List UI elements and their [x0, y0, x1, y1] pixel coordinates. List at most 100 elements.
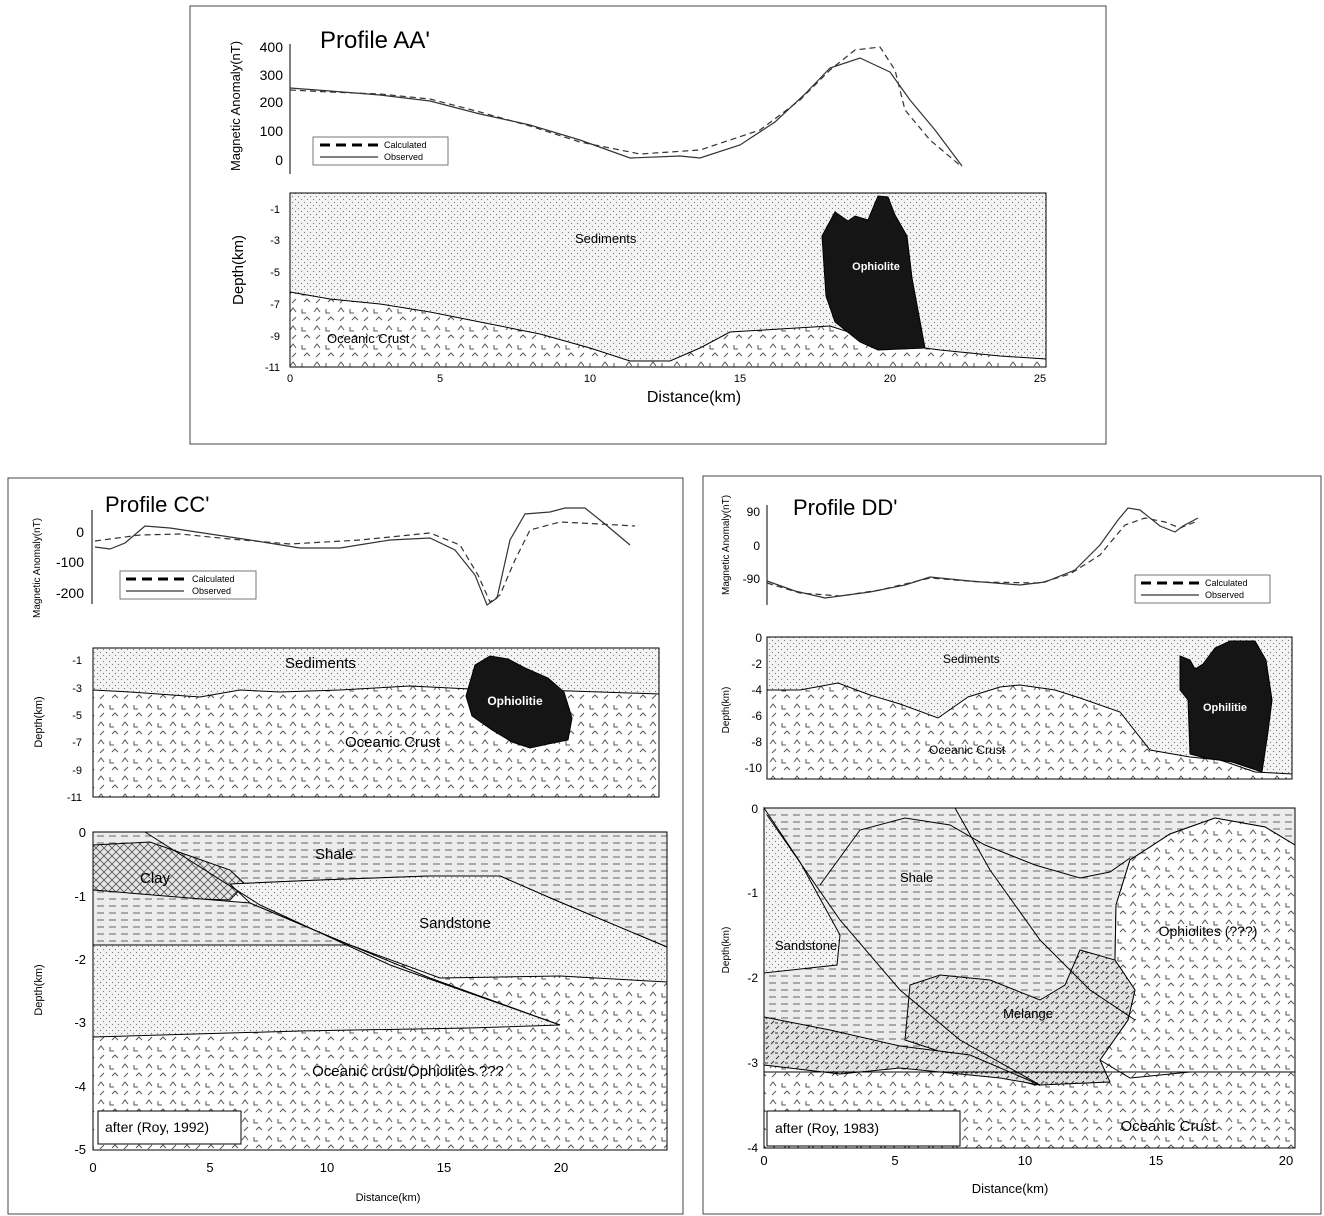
profile-aa-anomaly-axis-label: Magnetic Anomaly(nT) [228, 41, 243, 171]
depth-tick: -7 [270, 299, 280, 311]
depth-tick: -7 [72, 737, 82, 749]
profile-aa-depth-axis-label: Depth(km) [230, 235, 247, 305]
legend-observed-label: Observed [192, 586, 231, 596]
profile-cc-sediments-label: Sediments [285, 655, 356, 672]
profile-aa-calculated-curve [289, 46, 963, 168]
profile-dd-legend: Calculated Observed [1134, 574, 1271, 604]
profile-dd-shale-top-contact [819, 817, 1131, 886]
profile-aa-ophiolite-label: Ophiolite [852, 261, 900, 273]
depth-tick: -6 [751, 709, 762, 723]
distance-tick: 5 [891, 1153, 898, 1168]
profile-cc-credit-box [97, 1110, 242, 1145]
profile-cc-observed-curve [94, 507, 631, 606]
legend-box [1134, 574, 1271, 604]
profile-dd-ophiolite-label: Ophilitie [1203, 702, 1247, 714]
profile-dd-section-depth-ticks: 0 -1 -2 -3 -4 [747, 802, 758, 1155]
profile-cc-calculated-curve [94, 521, 636, 603]
profile-dd-distance-ticks: 0 5 10 15 20 [760, 1153, 1293, 1168]
anomaly-tick: -90 [743, 572, 761, 586]
anomaly-tick: 0 [76, 524, 84, 540]
depth-tick: -5 [72, 710, 82, 722]
legend-calculated-label: Calculated [384, 140, 427, 150]
depth-tick: -2 [74, 952, 86, 967]
profile-dd-lower-melange-unit [763, 1016, 1041, 1086]
distance-tick: 20 [554, 1160, 568, 1175]
depth-tick: -9 [270, 331, 280, 343]
distance-tick: 10 [320, 1160, 334, 1175]
profile-cc-anomaly-ticks: 0 -100 -200 [56, 524, 84, 601]
profile-dd-fault-line-1 [766, 814, 1041, 1086]
profile-dd-melange-label: Melange [1003, 1006, 1053, 1021]
depth-tick: -2 [747, 971, 758, 985]
distance-tick: 20 [1279, 1153, 1293, 1168]
distance-tick: 0 [760, 1153, 767, 1168]
distance-tick: 15 [437, 1160, 451, 1175]
anomaly-tick: 300 [260, 67, 284, 83]
legend-calculated-label: Calculated [192, 574, 235, 584]
profile-dd-depth-ticks: 0 -2 -4 -6 -8 -10 [745, 631, 763, 775]
distance-tick: 20 [884, 373, 896, 385]
profile-aa-distance-ticks: 0 5 10 15 20 25 [287, 373, 1046, 385]
profile-dd-credit: after (Roy, 1983) [775, 1120, 879, 1136]
depth-tick: -1 [72, 655, 82, 667]
legend-observed-label: Observed [384, 152, 423, 162]
profile-dd-panel: Profile DD' Magnetic Anomaly(nT) 90 0 -9… [702, 475, 1322, 1215]
depth-tick: -4 [74, 1079, 86, 1094]
profile-dd-sediments-label: Sediments [943, 652, 1000, 666]
profile-cc-anomaly-axis-label: Magnetic Anomaly(nT) [32, 518, 43, 618]
anomaly-tick: 200 [260, 94, 284, 110]
anomaly-tick: -200 [56, 585, 84, 601]
distance-tick: 15 [1149, 1153, 1163, 1168]
profile-dd-anomaly-ticks: 90 0 -90 [743, 505, 761, 586]
profile-dd-credit-box [766, 1110, 961, 1147]
profile-cc-shale-label: Shale [315, 846, 353, 863]
profile-dd-distance-axis-label: Distance(km) [972, 1181, 1049, 1196]
profile-cc-distance-axis-label: Distance(km) [356, 1192, 421, 1204]
profile-aa-legend: Calculated Observed [312, 136, 449, 166]
profile-cc-section-depth-ticks: 0 -1 -2 -3 -4 -5 [74, 825, 86, 1157]
depth-tick: -9 [72, 765, 82, 777]
distance-tick: 10 [1018, 1153, 1032, 1168]
depth-tick: -2 [751, 657, 762, 671]
depth-tick: -8 [751, 735, 762, 749]
profile-dd-anomaly-axis-label: Magnetic Anomaly(nT) [721, 495, 732, 595]
profile-aa-anomaly-ticks: 400 300 200 100 0 [260, 39, 284, 168]
anomaly-tick: -100 [56, 554, 84, 570]
profile-cc-fault-line [144, 831, 561, 1026]
profile-dd-depth-axis-label: Depth(km) [721, 687, 732, 734]
distance-tick: 10 [584, 373, 596, 385]
depth-tick: -10 [745, 761, 763, 775]
depth-tick: -1 [74, 889, 86, 904]
profile-cc-legend: Calculated Observed [119, 570, 257, 600]
profile-dd-oceanic-crust-fill [766, 682, 1293, 780]
profile-cc-section-depth-axis-label: Depth(km) [33, 964, 45, 1015]
anomaly-tick: 400 [260, 39, 284, 55]
profile-aa-observed-curve [289, 57, 963, 167]
profile-cc-ophiolite-body [465, 655, 573, 749]
legend-box [119, 570, 257, 600]
depth-tick: -11 [265, 362, 280, 374]
distance-tick: 5 [437, 373, 443, 385]
profile-aa-depth-ticks: -1 -3 -5 -7 -9 -11 [265, 204, 280, 374]
profile-dd-title: Profile DD' [793, 495, 897, 520]
depth-tick: 0 [79, 825, 86, 840]
anomaly-tick: 100 [260, 123, 284, 139]
profile-dd-sandstone-label: Sandstone [775, 938, 837, 953]
legend-box [312, 136, 449, 166]
profile-cc-distance-ticks: 0 5 10 15 20 [89, 1160, 568, 1175]
profile-aa-sediments-label: Sediments [575, 231, 637, 246]
profile-dd-oceanic-crust-label-section: Oceanic Crust [1120, 1118, 1216, 1135]
profile-dd-shale-label: Shale [900, 870, 933, 885]
anomaly-tick: 0 [753, 539, 760, 553]
profile-cc-clay-label: Clay [140, 870, 171, 887]
profile-cc-depth-axis-label: Depth(km) [33, 696, 45, 747]
profile-aa-ophiolite-body [821, 195, 926, 351]
profile-cc-depth-ticks: -1 -3 -5 -7 -9 -11 [67, 655, 82, 804]
profile-cc-ophiolite-label: Ophiolitie [487, 694, 543, 708]
profile-dd-calculated-curve [766, 517, 1196, 597]
depth-tick: -5 [74, 1142, 86, 1157]
depth-tick: -3 [270, 235, 280, 247]
legend-calculated-label: Calculated [1205, 578, 1248, 588]
profile-dd-ophiolite-body [1179, 640, 1273, 773]
